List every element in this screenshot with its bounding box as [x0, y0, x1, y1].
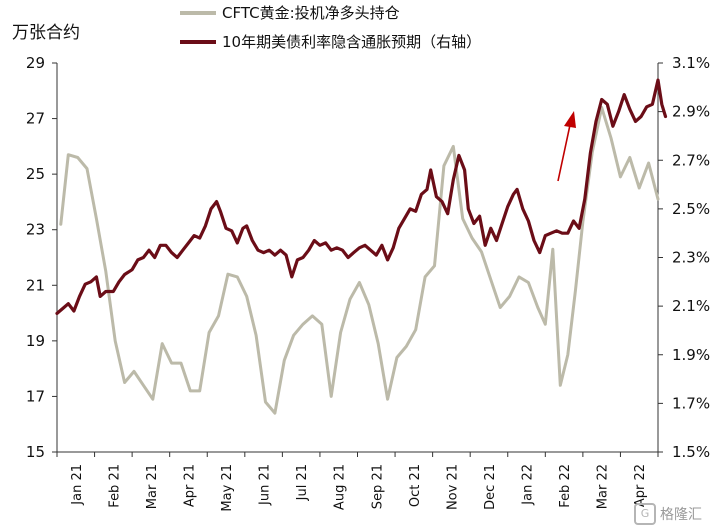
x-tick-label: Mar 22	[596, 464, 611, 509]
trend-arrow-shaft	[557, 124, 571, 182]
x-tick-label: Jul 21	[295, 464, 310, 501]
left-tick-label: 27	[26, 110, 45, 128]
x-tick-label: Apr 21	[182, 464, 197, 507]
right-tick-label: 2.1%	[672, 297, 710, 315]
left-axis-unit: 万张合约	[12, 23, 80, 43]
x-tick-group: Aug 21	[333, 464, 348, 510]
left-tick-label: 19	[26, 332, 45, 350]
legend-label-cftc: CFTC黄金:投机净多头持仓	[222, 4, 400, 22]
right-tick-label: 2.3%	[672, 249, 710, 267]
x-tick-group: Jan 22	[521, 464, 536, 506]
x-tick-label: Feb 22	[558, 464, 573, 508]
x-tick-label: Dec 21	[483, 464, 498, 510]
x-tick-group: Apr 21	[182, 464, 197, 507]
x-tick-group: Sep 21	[370, 464, 385, 509]
legend-swatch-inflation	[180, 39, 216, 44]
x-tick-group: Jun 21	[258, 464, 273, 506]
legend-swatch-cftc	[180, 10, 216, 15]
right-tick-label: 1.5%	[672, 443, 710, 461]
series-line-inflation	[55, 78, 668, 315]
trend-arrow-head	[564, 111, 576, 128]
x-tick-label: Jan 21	[70, 464, 85, 506]
x-tick-group: Apr 22	[633, 464, 648, 507]
x-tick-label: May 21	[220, 464, 235, 512]
left-tick-label: 23	[26, 221, 45, 239]
legend-label-inflation: 10年期美债利率隐含通胀预期（右轴）	[222, 33, 482, 51]
x-tick-group: Jul 21	[295, 464, 310, 501]
x-tick-group: Jan 21	[70, 464, 85, 506]
x-tick-label: Sep 21	[370, 464, 385, 509]
left-tick-label: 17	[26, 387, 45, 405]
x-tick-label: Aug 21	[333, 464, 348, 510]
right-tick-label: 3.1%	[672, 54, 710, 72]
right-tick-label: 2.5%	[672, 200, 710, 218]
x-tick-group: Feb 21	[107, 464, 122, 508]
watermark: G 格隆汇	[634, 503, 702, 525]
x-tick-group: Feb 22	[558, 464, 573, 508]
x-tick-group: May 21	[220, 464, 235, 512]
left-tick-label: 21	[26, 276, 45, 294]
x-tick-label: Mar 21	[145, 464, 160, 509]
x-tick-label: Jan 22	[521, 464, 536, 506]
legend-item-inflation: 10年期美债利率隐含通胀预期（右轴）	[180, 31, 481, 52]
watermark-logo-icon: G	[634, 503, 656, 525]
x-tick-label: Feb 21	[107, 464, 122, 508]
right-tick-label: 1.7%	[672, 394, 710, 412]
x-tick-label: Jun 21	[258, 464, 273, 506]
x-tick-label: Apr 22	[633, 464, 648, 507]
series-line-cftc	[59, 106, 660, 415]
x-tick-group: Nov 21	[445, 464, 460, 510]
x-tick-group: Mar 22	[596, 464, 611, 509]
watermark-text: 格隆汇	[660, 507, 702, 523]
right-axis-ticks: 1.5% 1.7% 1.9% 2.1% 2.3% 2.5% 2.7% 2.9% 3.1%	[658, 54, 710, 461]
series-layer	[55, 78, 668, 415]
left-tick-label: 29	[26, 54, 45, 72]
x-tick-label: Nov 21	[445, 464, 460, 510]
right-tick-label: 1.9%	[672, 346, 710, 364]
left-tick-label: 15	[26, 443, 45, 461]
x-tick-group: Dec 21	[483, 464, 498, 510]
legend-item-cftc: CFTC黄金:投机净多头持仓	[180, 2, 400, 23]
x-tick-group: Oct 21	[408, 464, 423, 507]
left-axis-ticks: 15 17 19 21 23 25 27 29	[26, 54, 57, 461]
right-tick-label: 2.7%	[672, 151, 710, 169]
left-tick-label: 25	[26, 165, 45, 183]
x-tick-group: Mar 21	[145, 464, 160, 509]
x-axis-ticks: Jan 21 Feb 21 Mar 21 Apr 21 May 21 Jun 21 Jul …	[56, 452, 659, 512]
x-tick-label: Oct 21	[408, 464, 423, 507]
right-tick-label: 2.9%	[672, 103, 710, 121]
trend-arrow-icon	[557, 111, 576, 182]
